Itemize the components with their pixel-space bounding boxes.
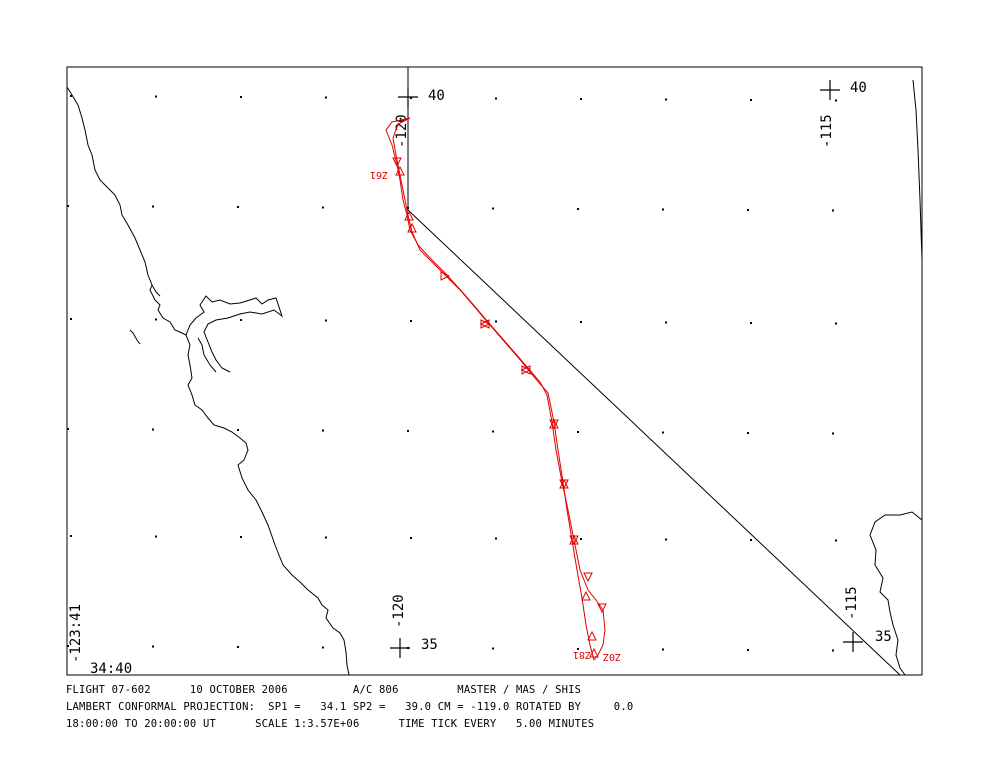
grid-dot	[322, 429, 324, 432]
label-sw-lat: 35	[421, 637, 438, 653]
map-frame	[66, 66, 923, 676]
grid-dot	[322, 646, 324, 649]
corner-lat-label: 34:40	[90, 661, 132, 677]
grid-dot	[665, 98, 667, 101]
grid-dot	[495, 537, 497, 540]
flight-track-return	[392, 117, 595, 661]
grid-dot	[237, 429, 239, 431]
grid-dot	[662, 648, 664, 651]
grid-dot	[665, 538, 667, 541]
label-se-lat: 35	[875, 629, 892, 645]
grid-dot	[70, 318, 72, 320]
label-nw-lon: -120	[394, 114, 410, 148]
footer-projection-info: LAMBERT CONFORMAL PROJECTION: SP1 = 34.1…	[66, 701, 634, 713]
corner-lon-label: -123:41	[68, 604, 84, 663]
grid-dot	[152, 428, 154, 431]
grid-dot	[325, 96, 327, 99]
footer-time-info: 18:00:00 TO 20:00:00 UT SCALE 1:3.57E+06…	[66, 718, 595, 730]
grid-dot	[495, 320, 497, 323]
grid-dot	[237, 206, 239, 208]
grid-dot	[410, 320, 412, 322]
time-tick-markers	[392, 157, 607, 658]
flight-track-outbound	[385, 117, 606, 661]
grid-dot	[832, 649, 834, 652]
footer-flight-info: FLIGHT 07-602 10 OCTOBER 2006 A/C 806 MA…	[66, 684, 582, 696]
california-coastline	[66, 86, 350, 676]
grid-dot	[835, 322, 837, 325]
time-label-20z: Z0Z	[603, 651, 621, 662]
time-label-18z: Z81	[573, 649, 591, 660]
grid-dot	[747, 209, 749, 211]
label-ne-lon: -115	[819, 114, 835, 148]
grid-dot	[750, 322, 752, 324]
grid-dot	[577, 431, 579, 433]
sf-bay-delta	[129, 284, 283, 373]
grid-dot	[835, 99, 837, 102]
grid-dot	[240, 536, 242, 538]
grid-dot	[410, 97, 412, 99]
grid-dots	[67, 95, 837, 652]
grid-dot	[325, 319, 327, 322]
grid-dot	[580, 98, 582, 100]
grid-dot	[750, 99, 752, 101]
grid-dot	[152, 205, 154, 208]
grid-dot	[580, 538, 582, 540]
grid-dot	[67, 428, 69, 430]
lat-lon-crosshairs	[390, 80, 863, 658]
grid-dot	[832, 209, 834, 212]
grid-dot	[747, 432, 749, 434]
flight-track	[385, 117, 606, 661]
grid-dot	[492, 430, 494, 433]
time-label-19z: Z61	[370, 169, 388, 180]
grid-dot	[407, 430, 409, 432]
grid-dot	[665, 321, 667, 324]
grid-dot	[237, 646, 239, 648]
grid-dot	[155, 318, 157, 321]
grid-dot	[325, 536, 327, 539]
label-ne-lat: 40	[850, 80, 867, 96]
grid-dot	[67, 645, 69, 647]
nevada-border	[407, 67, 901, 676]
grid-dot	[747, 649, 749, 651]
grid-dot	[832, 432, 834, 435]
label-sw-lon: -120	[391, 594, 407, 628]
grid-dot	[70, 535, 72, 537]
grid-dot	[67, 205, 69, 207]
grid-dot	[322, 206, 324, 209]
east-border-line	[912, 79, 923, 261]
grid-dot	[662, 431, 664, 434]
grid-dot	[577, 648, 579, 650]
label-se-lon: -115	[844, 586, 860, 620]
southeast-coast	[869, 511, 923, 676]
grid-dot	[835, 539, 837, 542]
grid-dot	[750, 539, 752, 541]
grid-dot	[240, 319, 242, 321]
grid-dot	[492, 207, 494, 210]
grid-dot	[492, 647, 494, 650]
grid-dot	[410, 537, 412, 539]
grid-dot	[155, 535, 157, 538]
grid-dot	[577, 208, 579, 210]
grid-dot	[240, 96, 242, 98]
grid-dot	[155, 95, 157, 98]
grid-dot	[495, 97, 497, 100]
label-nw-lat: 40	[428, 88, 445, 104]
grid-dot	[580, 321, 582, 323]
grid-dot	[70, 95, 72, 97]
grid-dot	[662, 208, 664, 211]
grid-dot	[152, 645, 154, 648]
